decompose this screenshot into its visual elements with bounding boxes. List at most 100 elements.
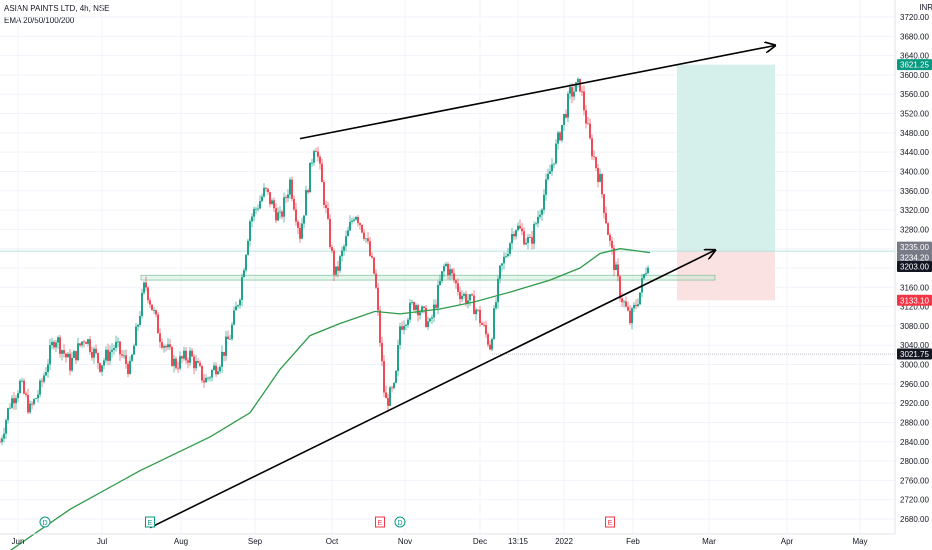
- price-tick-label: 3280.00: [900, 225, 929, 234]
- upper-trendline[interactable]: [299, 45, 775, 140]
- time-tick-label: Apr: [781, 537, 794, 546]
- candle-body: [537, 216, 539, 224]
- candle-body: [277, 212, 279, 221]
- earnings-icon: [145, 516, 155, 528]
- candle-body: [181, 356, 183, 359]
- candle-body: [183, 350, 185, 359]
- event-marker-e: E: [605, 516, 615, 528]
- price-tick-label: 3080.00: [900, 322, 929, 331]
- candle-body: [593, 156, 595, 158]
- candle-body: [103, 360, 105, 366]
- candle-body: [15, 398, 17, 404]
- candle-body: [423, 306, 425, 309]
- candle-body: [171, 347, 173, 366]
- trendlines[interactable]: [149, 45, 775, 529]
- time-tick-label: Oct: [326, 537, 339, 546]
- time-tick-label: 13:15: [508, 537, 529, 546]
- candle-body: [321, 163, 323, 183]
- price-tick-label: 2760.00: [900, 476, 929, 485]
- candle-body: [155, 310, 157, 315]
- candle-body: [607, 223, 609, 235]
- candle-body: [3, 433, 5, 439]
- price-tick-label: 2920.00: [900, 399, 929, 408]
- candle-body: [467, 300, 469, 304]
- candle-body: [613, 248, 615, 271]
- candle-body: [87, 339, 89, 344]
- candle-body: [521, 228, 523, 232]
- candle-body: [439, 281, 441, 285]
- candles: [0, 77, 649, 446]
- stop-zone: [677, 251, 775, 301]
- price-tick-label: 3480.00: [900, 129, 929, 138]
- candle-body: [403, 325, 405, 330]
- candle-body: [47, 364, 49, 373]
- event-marker-e: E: [145, 516, 155, 528]
- candle-body: [169, 344, 171, 348]
- candle-body: [589, 123, 591, 139]
- candle-body: [331, 247, 333, 251]
- candle-body: [571, 87, 573, 97]
- dividend-icon: [394, 516, 406, 528]
- price-tag-label: 3133.10: [900, 296, 929, 305]
- candle-body: [189, 350, 191, 363]
- price-tick-label: 2840.00: [900, 438, 929, 447]
- candle-body: [223, 351, 225, 356]
- candle-body: [67, 353, 69, 358]
- candle-body: [283, 197, 285, 217]
- price-tag-bg: [897, 348, 932, 360]
- candle-body: [17, 393, 19, 399]
- candle-body: [63, 350, 65, 354]
- candle-body: [231, 324, 233, 339]
- candle-body: [75, 351, 77, 361]
- candle-body: [99, 363, 101, 372]
- candle-body: [615, 264, 617, 271]
- candle-body: [53, 341, 55, 348]
- price-tick-label: 3400.00: [900, 167, 929, 176]
- candle-body: [611, 240, 613, 249]
- candle-body: [303, 215, 305, 224]
- candle-body: [395, 370, 397, 383]
- support-zone-box: [140, 274, 716, 281]
- candle-body: [531, 237, 533, 244]
- candle-body: [135, 326, 137, 346]
- candle-body: [291, 179, 293, 199]
- price-tick-label: 3720.00: [900, 13, 929, 22]
- event-marker-label: D: [42, 520, 47, 527]
- candle-body: [29, 403, 31, 413]
- time-tick-label: Feb: [626, 537, 640, 546]
- event-marker-label: E: [148, 520, 153, 527]
- candle-body: [557, 132, 559, 144]
- candle-body: [323, 182, 325, 205]
- candle-body: [373, 257, 375, 274]
- candle-body: [175, 358, 177, 368]
- price-tag-bg: [897, 241, 932, 253]
- candle-body: [509, 243, 511, 255]
- candle-body: [585, 110, 587, 124]
- candle-body: [393, 382, 395, 389]
- candle-body: [605, 213, 607, 224]
- lower-trendline[interactable]: [149, 250, 715, 529]
- candle-body: [147, 287, 149, 301]
- candle-body: [487, 334, 489, 345]
- candle-body: [315, 151, 317, 152]
- candle-body: [193, 356, 195, 369]
- candle-body: [361, 224, 363, 233]
- candle-body: [27, 395, 29, 413]
- currency-label: INR: [919, 3, 932, 12]
- candle-body: [69, 353, 71, 371]
- candle-body: [479, 309, 481, 324]
- chart-legend: ASIAN PAINTS LTD, 4h, NSE EMA 20/50/100/…: [4, 3, 110, 27]
- candle-body: [297, 221, 299, 228]
- candle-body: [1, 438, 3, 442]
- candle-body: [159, 333, 161, 343]
- candle-body: [367, 238, 369, 242]
- candle-body: [369, 241, 371, 256]
- candle-body: [559, 132, 561, 141]
- time-axis[interactable]: Jun Jul Aug Sep Oct Nov Dec 13:15 2022 Feb Mar Apr M…: [0, 533, 895, 546]
- time-tick-label: Mar: [702, 537, 716, 546]
- candle-body: [401, 326, 403, 330]
- candle-body: [119, 341, 121, 355]
- candle-body: [51, 341, 53, 346]
- candle-body: [475, 309, 477, 315]
